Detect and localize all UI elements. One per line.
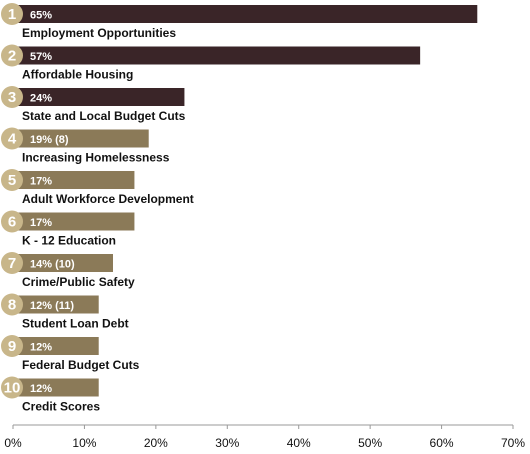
bar	[13, 129, 149, 148]
bar-group: 2 57% Affordable Housing	[1, 44, 421, 82]
rank-number: 9	[8, 338, 16, 355]
category-label: Adult Workforce Development	[22, 192, 194, 206]
x-tick-label: 10%	[72, 436, 96, 450]
bar	[13, 88, 185, 106]
category-label: K - 12 Education	[22, 234, 116, 248]
bars-layer: 1 65% Employment Opportunities 2 57% Affordab…	[1, 3, 478, 414]
rank-number: 5	[8, 172, 16, 189]
rank-badge	[1, 86, 23, 108]
bar	[13, 295, 99, 314]
rank-number: 10	[4, 380, 21, 397]
x-axis: 0% 10% 20% 30% 40% 50% 60% 70%	[4, 424, 525, 450]
data-label: 14% (10)	[30, 259, 75, 271]
category-label: State and Local Budget Cuts	[22, 109, 186, 123]
rank-number: 8	[8, 297, 16, 314]
rank-number: 1	[8, 6, 16, 23]
bar	[13, 171, 135, 189]
x-tick-label: 50%	[358, 436, 382, 450]
rank-badge	[1, 252, 23, 274]
bar-group: 9 12% Federal Budget Cuts	[1, 335, 140, 372]
bar	[13, 254, 113, 272]
data-label: 17%	[30, 217, 52, 229]
bar-group: 7 14% (10) Crime/Public Safety	[1, 252, 135, 289]
bar-group: 1 65% Employment Opportunities	[1, 3, 478, 40]
bar-group: 10 12% Credit Scores	[1, 376, 100, 414]
rank-badge	[1, 210, 23, 233]
rank-badge	[1, 169, 23, 191]
bar	[13, 46, 421, 65]
rank-badge	[1, 3, 23, 25]
rank-badge	[1, 127, 23, 150]
category-label: Affordable Housing	[22, 68, 133, 82]
x-tick-label: 70%	[501, 436, 525, 450]
bar	[13, 212, 135, 231]
data-label: 12% (11)	[30, 300, 74, 312]
rank-badge	[1, 44, 23, 67]
x-tick-label: 20%	[144, 436, 168, 450]
rank-number: 3	[8, 89, 16, 106]
bar	[13, 5, 478, 23]
rank-number: 2	[8, 48, 16, 65]
bar-group: 3 24% State and Local Budget Cuts	[1, 86, 186, 123]
category-label: Credit Scores	[22, 400, 100, 414]
x-tick-label: 30%	[215, 436, 239, 450]
x-tick-label: 40%	[287, 436, 311, 450]
data-label: 12%	[30, 342, 52, 354]
x-tick-label: 60%	[430, 436, 454, 450]
rank-badge	[1, 293, 23, 316]
data-label: 57%	[30, 51, 52, 63]
category-label: Student Loan Debt	[22, 317, 129, 331]
bar-group: 5 17% Adult Workforce Development	[1, 169, 194, 206]
rank-number: 7	[8, 255, 16, 272]
category-label: Crime/Public Safety	[22, 275, 135, 289]
bar-group: 8 12% (11) Student Loan Debt	[1, 293, 129, 331]
data-label: 12%	[30, 383, 52, 395]
rank-number: 4	[8, 131, 17, 148]
rank-badge	[1, 376, 23, 399]
bar-group: 6 17% K - 12 Education	[1, 210, 135, 248]
x-tick-label: 0%	[4, 436, 22, 450]
bar	[13, 337, 99, 355]
rank-badge	[1, 335, 23, 357]
data-label: 19% (8)	[30, 134, 69, 146]
data-label: 17%	[30, 176, 52, 188]
category-label: Increasing Homelessness	[22, 151, 170, 165]
rank-number: 6	[8, 214, 16, 231]
bar	[13, 378, 99, 397]
bar-group: 4 19% (8) Increasing Homelessness	[1, 127, 170, 165]
data-label: 24%	[30, 93, 52, 105]
category-label: Federal Budget Cuts	[22, 358, 140, 372]
category-label: Employment Opportunities	[22, 26, 176, 40]
data-label: 65%	[30, 10, 52, 22]
